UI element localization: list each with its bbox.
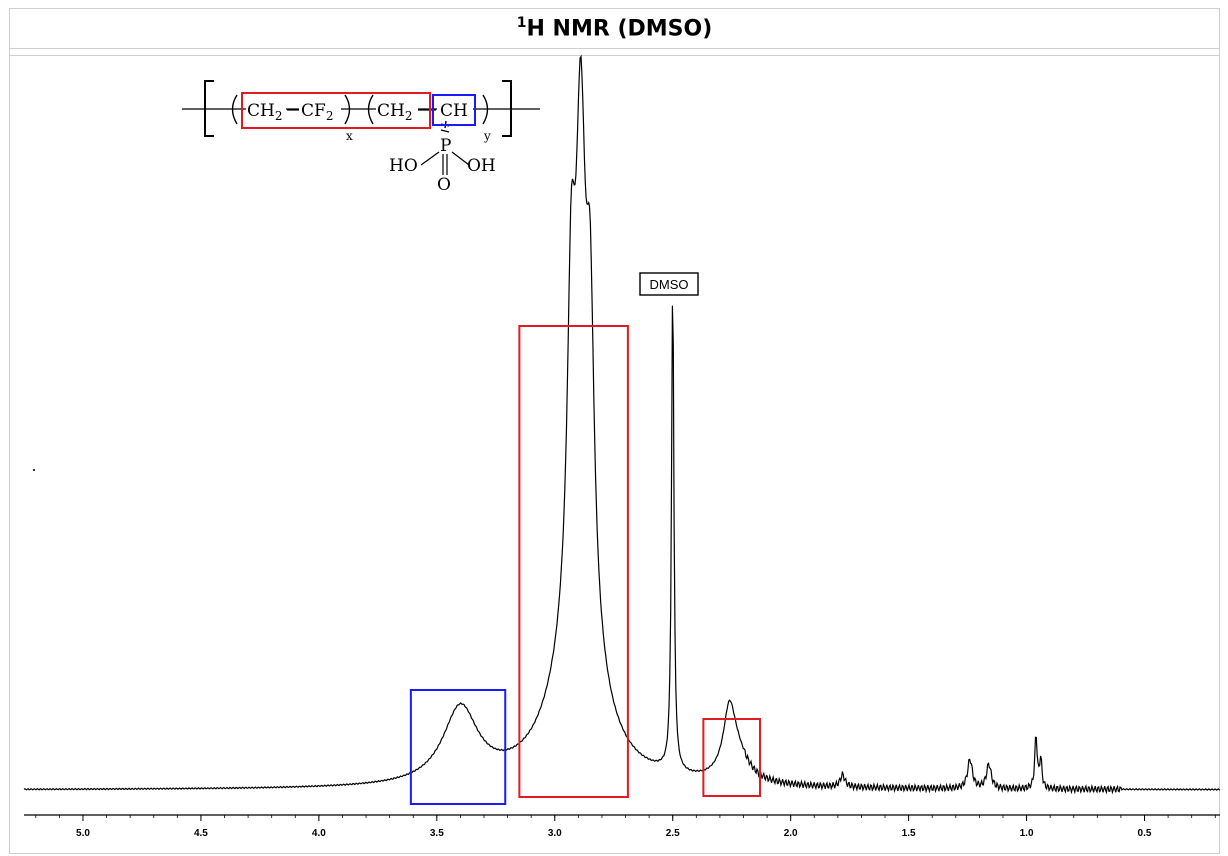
- blue-highlight-box: [409, 689, 507, 805]
- dmso-label-box: [639, 272, 699, 296]
- plot-area: [10, 55, 1219, 853]
- right-bracket: [502, 80, 512, 137]
- red-structure-box: [241, 92, 431, 129]
- left-bracket: [204, 80, 214, 137]
- title-main: H NMR (DMSO): [526, 16, 713, 42]
- x-tick-label: 3.0: [548, 828, 562, 839]
- oh-text: OH: [467, 156, 496, 176]
- ch2-text-b: CH2: [377, 101, 412, 123]
- bond-p-oh: [451, 151, 470, 166]
- ch-text: CH: [440, 101, 468, 121]
- cf2-text: CF2: [301, 101, 333, 123]
- x-tick-label: 2.5: [666, 828, 680, 839]
- blue-structure-box: [432, 94, 476, 126]
- wavy-bond: [440, 120, 450, 133]
- ho-text: HO: [389, 156, 418, 176]
- chart-title: 1H NMR (DMSO): [517, 15, 713, 41]
- dmso-label: DMSO: [650, 277, 689, 292]
- polymer-structure: CH2 CF2 CH2 CH x y P HO OH O: [182, 80, 540, 195]
- subscript-x: x: [346, 129, 353, 143]
- x-axis-ticks: 5.0 4.5 4.0 3.5 3.0 2.5 2.0 1.5 1.0 0.5: [35, 815, 1216, 839]
- x-tick-label: 3.5: [430, 828, 444, 839]
- red-highlight-box: [518, 325, 629, 798]
- highlight-boxes: [409, 325, 762, 805]
- bond-p-ho: [420, 151, 440, 166]
- oxygen-text: O: [437, 175, 451, 195]
- x-tick-label: 2.0: [784, 828, 798, 839]
- title-bar: 1H NMR (DMSO): [10, 9, 1219, 49]
- right-paren-1: [344, 94, 351, 125]
- x-tick-label: 0.5: [1138, 828, 1152, 839]
- stray-dot: [33, 469, 35, 471]
- x-tick-label: 5.0: [76, 828, 90, 839]
- right-paren-2: [482, 94, 489, 125]
- x-tick-label: 1.0: [1020, 828, 1034, 839]
- spectrum-line: [23, 54, 1221, 795]
- phosphorus-text: P: [440, 136, 451, 156]
- left-paren-2: [367, 94, 374, 125]
- ch2-text-a: CH2: [247, 101, 282, 123]
- title-superscript: 1: [516, 15, 527, 32]
- x-tick-label: 4.5: [194, 828, 208, 839]
- x-tick-label: 1.5: [902, 828, 916, 839]
- left-paren-1: [231, 94, 238, 125]
- figure-frame: 1H NMR (DMSO): [9, 8, 1220, 854]
- x-tick-label: 4.0: [312, 828, 326, 839]
- red-highlight-box: [702, 718, 762, 797]
- subscript-y: y: [483, 129, 491, 143]
